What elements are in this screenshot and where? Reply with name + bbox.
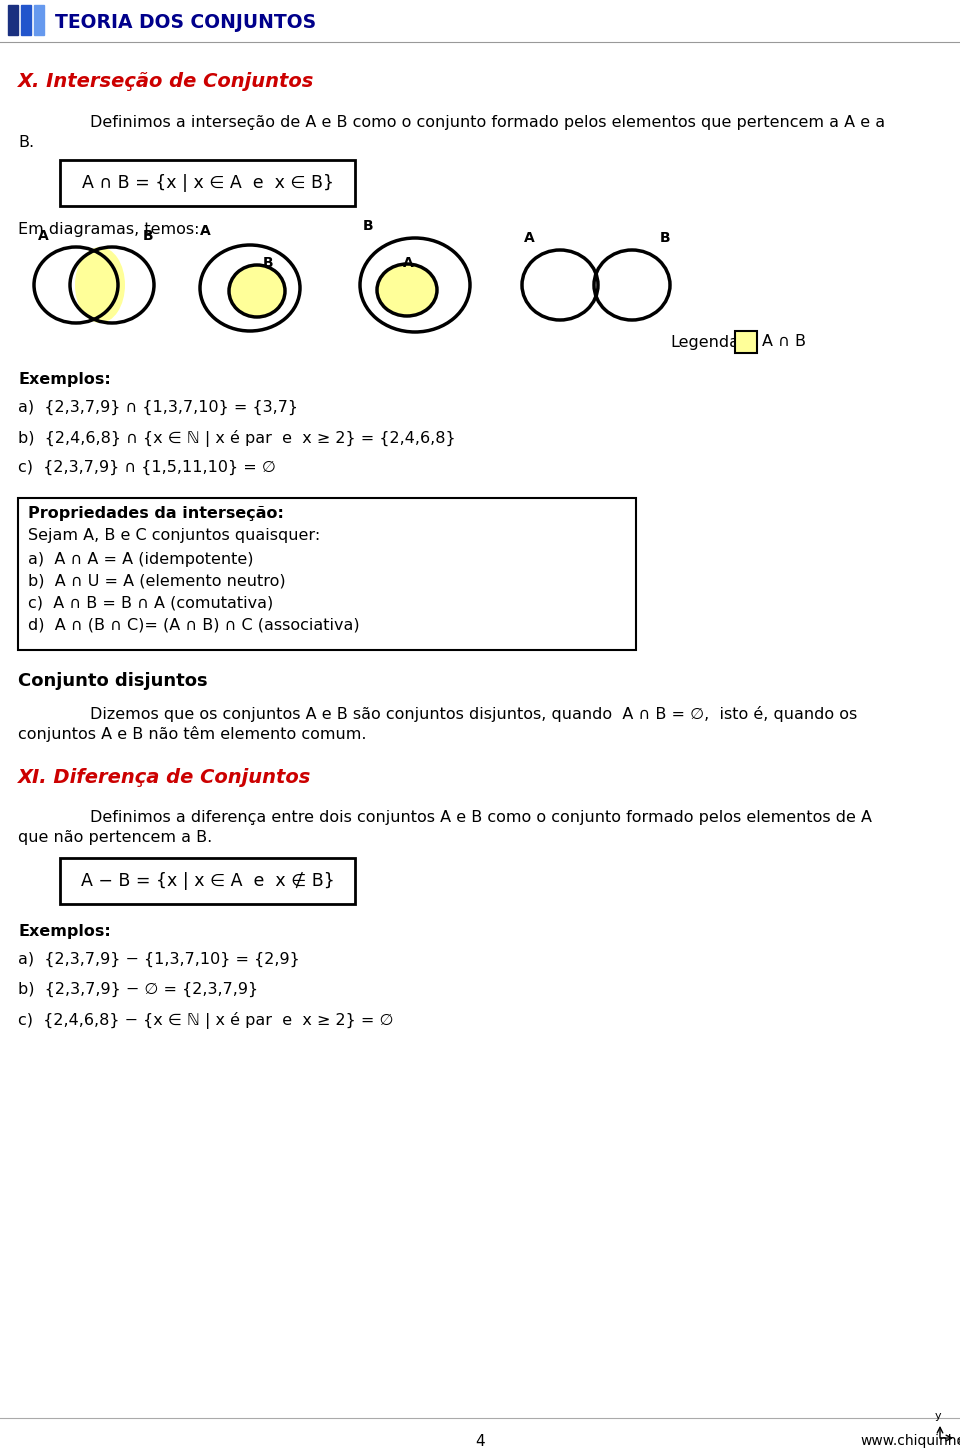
Text: A: A — [200, 223, 211, 238]
Text: Dizemos que os conjuntos A e B são conjuntos disjuntos, quando  A ∩ B = ∅,  isto: Dizemos que os conjuntos A e B são conju… — [90, 707, 857, 723]
Text: Em diagramas, temos:: Em diagramas, temos: — [18, 222, 200, 237]
Ellipse shape — [75, 247, 125, 324]
Text: x: x — [957, 1436, 960, 1447]
Text: b)  A ∩ U = A (elemento neutro): b) A ∩ U = A (elemento neutro) — [28, 575, 286, 589]
Text: A ∩ B: A ∩ B — [762, 335, 806, 350]
Text: X. Interseção de Conjuntos: X. Interseção de Conjuntos — [18, 73, 314, 91]
Text: a)  {2,3,7,9} ∩ {1,3,7,10} = {3,7}: a) {2,3,7,9} ∩ {1,3,7,10} = {3,7} — [18, 400, 298, 415]
Text: A: A — [38, 229, 49, 242]
Text: Conjunto disjuntos: Conjunto disjuntos — [18, 672, 207, 691]
Bar — [8, 4, 18, 35]
Text: c)  {2,3,7,9} ∩ {1,5,11,10} = ∅: c) {2,3,7,9} ∩ {1,5,11,10} = ∅ — [18, 460, 276, 476]
Text: B: B — [143, 229, 154, 242]
Text: y: y — [935, 1410, 942, 1421]
Text: que não pertencem a B.: que não pertencem a B. — [18, 830, 212, 844]
Text: c)  {2,4,6,8} − {x ∈ ℕ | x é par  e  x ≥ 2} = ∅: c) {2,4,6,8} − {x ∈ ℕ | x é par e x ≥ 2}… — [18, 1011, 394, 1029]
Ellipse shape — [229, 266, 285, 316]
Text: Legenda:: Legenda: — [670, 335, 744, 350]
Text: Exemplos:: Exemplos: — [18, 371, 110, 387]
Text: A: A — [403, 255, 414, 270]
Bar — [21, 4, 31, 35]
Text: B: B — [263, 255, 274, 270]
Text: Exemplos:: Exemplos: — [18, 924, 110, 939]
Text: XI. Diferença de Conjuntos: XI. Diferença de Conjuntos — [18, 768, 311, 786]
Text: B.: B. — [18, 135, 35, 149]
Text: Definimos a diferença entre dois conjuntos A e B como o conjunto formado pelos e: Definimos a diferença entre dois conjunt… — [90, 810, 872, 826]
Text: A − B = {x | x ∈ A  e  x ∉ B}: A − B = {x | x ∈ A e x ∉ B} — [81, 872, 334, 889]
Bar — [735, 331, 757, 353]
Text: c)  A ∩ B = B ∩ A (comutativa): c) A ∩ B = B ∩ A (comutativa) — [28, 596, 274, 611]
Text: Propriedades da interseção:: Propriedades da interseção: — [28, 506, 284, 521]
Text: 4: 4 — [475, 1434, 485, 1450]
Text: conjuntos A e B não têm elemento comum.: conjuntos A e B não têm elemento comum. — [18, 726, 367, 741]
Ellipse shape — [377, 264, 437, 316]
Text: d)  A ∩ (B ∩ C)= (A ∩ B) ∩ C (associativa): d) A ∩ (B ∩ C)= (A ∩ B) ∩ C (associativa… — [28, 618, 360, 633]
Text: b)  {2,4,6,8} ∩ {x ∈ ℕ | x é par  e  x ≥ 2} = {2,4,6,8}: b) {2,4,6,8} ∩ {x ∈ ℕ | x é par e x ≥ 2}… — [18, 429, 456, 447]
Text: B: B — [363, 219, 373, 234]
Bar — [60, 160, 355, 206]
Text: B: B — [660, 231, 671, 245]
Text: b)  {2,3,7,9} − ∅ = {2,3,7,9}: b) {2,3,7,9} − ∅ = {2,3,7,9} — [18, 982, 258, 997]
Text: www.chiquinho.org: www.chiquinho.org — [860, 1434, 960, 1448]
Text: a)  {2,3,7,9} − {1,3,7,10} = {2,9}: a) {2,3,7,9} − {1,3,7,10} = {2,9} — [18, 952, 300, 968]
Bar — [60, 858, 355, 904]
Bar — [34, 4, 44, 35]
Text: TEORIA DOS CONJUNTOS: TEORIA DOS CONJUNTOS — [55, 13, 316, 32]
Bar — [18, 498, 636, 650]
Text: A: A — [524, 231, 535, 245]
Text: a)  A ∩ A = A (idempotente): a) A ∩ A = A (idempotente) — [28, 551, 253, 567]
Text: Definimos a interseção de A e B como o conjunto formado pelos elementos que pert: Definimos a interseção de A e B como o c… — [90, 115, 885, 131]
Text: Sejam A, B e C conjuntos quaisquer:: Sejam A, B e C conjuntos quaisquer: — [28, 528, 321, 543]
Text: A ∩ B = {x | x ∈ A  e  x ∈ B}: A ∩ B = {x | x ∈ A e x ∈ B} — [82, 174, 333, 192]
